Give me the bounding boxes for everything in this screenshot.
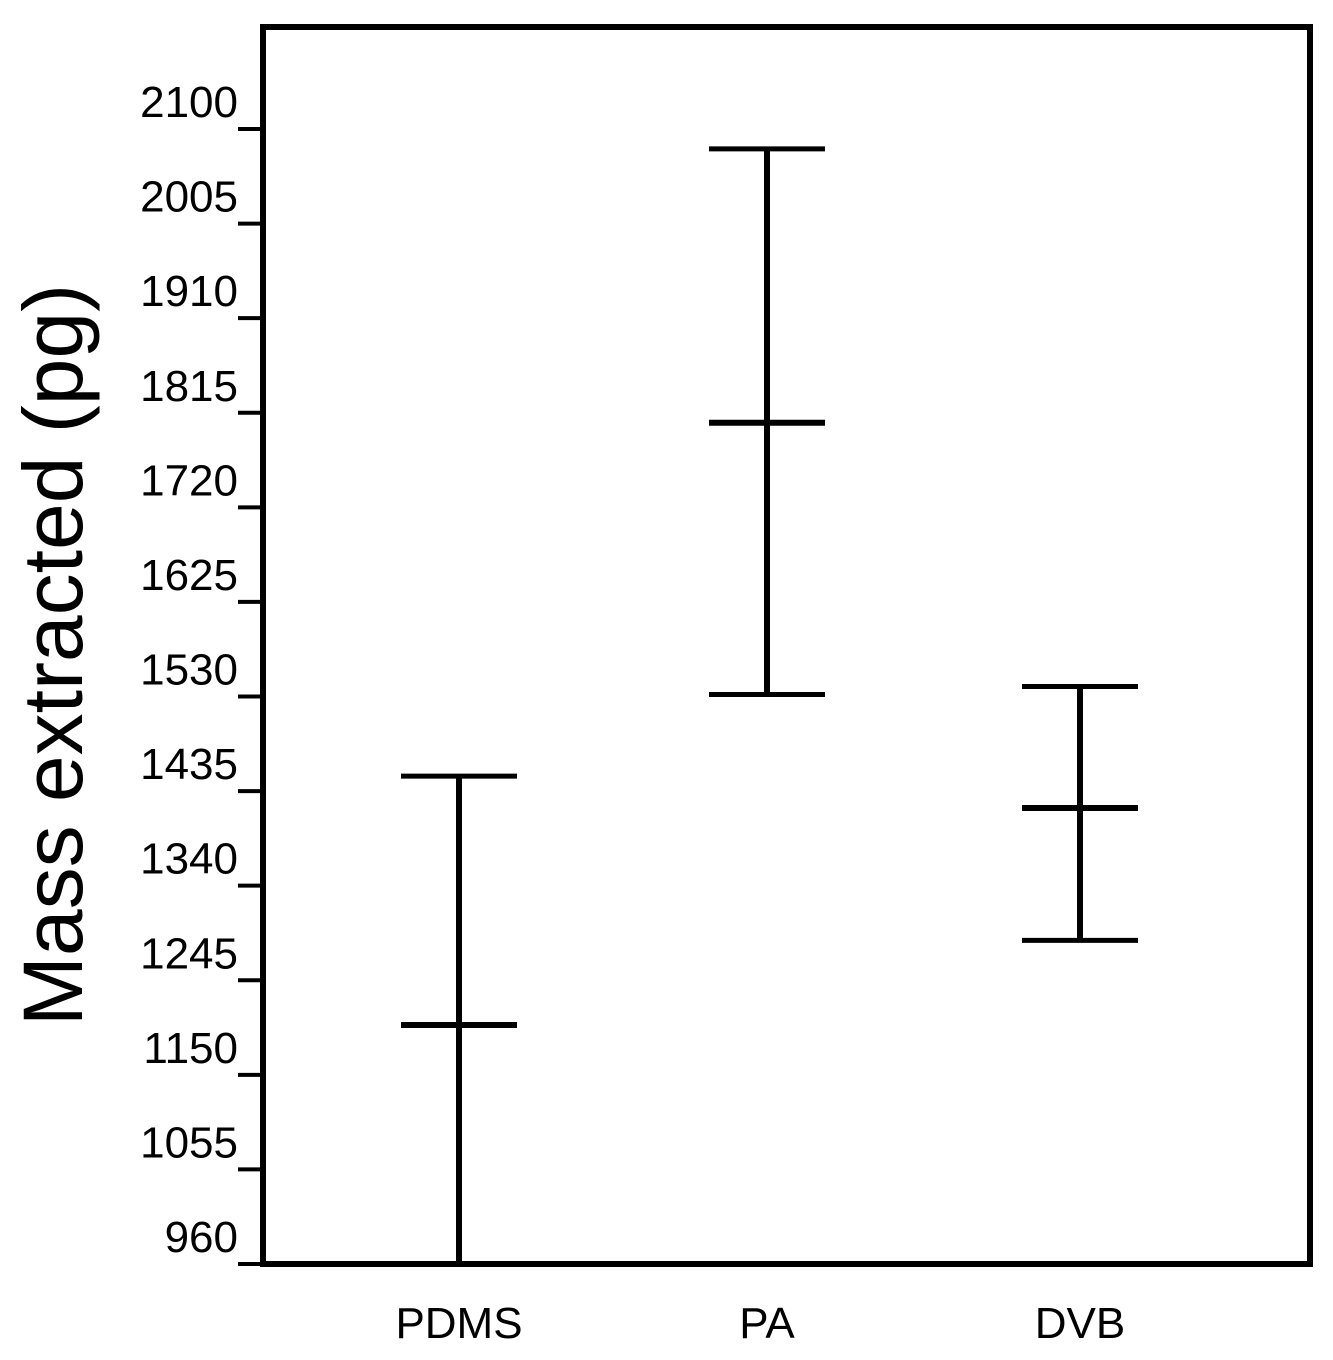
y-tick-label: 1055 xyxy=(140,1118,238,1167)
y-tick-label: 1910 xyxy=(140,267,238,316)
error-bar-pdms xyxy=(401,773,517,1267)
y-tick-label: 1625 xyxy=(140,551,238,600)
y-tick-label: 1340 xyxy=(140,835,238,884)
error-bar-pa xyxy=(709,146,825,698)
error-bar-dvb xyxy=(1022,684,1138,943)
y-tick-label: 1435 xyxy=(140,740,238,789)
y-axis-ticks xyxy=(238,127,263,1266)
y-tick-label: 1815 xyxy=(140,362,238,411)
y-axis-tick-labels: 960 1055 1150 1245 1340 1435 1530 1625 1720 1815 1… xyxy=(140,78,238,1262)
plot-frame xyxy=(260,24,1313,1267)
x-category-label: PDMS xyxy=(395,1299,522,1348)
x-category-label: PA xyxy=(739,1299,795,1348)
x-category-label: DVB xyxy=(1035,1299,1125,1348)
error-bars xyxy=(401,146,1138,1267)
y-axis-title: Mass extracted (pg) xyxy=(6,284,100,1026)
x-axis-category-labels: PDMS PA DVB xyxy=(395,1299,1125,1348)
y-tick-label: 1150 xyxy=(143,1024,238,1073)
y-tick-label: 1530 xyxy=(140,646,238,695)
y-tick-label: 2100 xyxy=(140,78,238,127)
y-tick-label: 960 xyxy=(165,1213,238,1262)
y-tick-label: 2005 xyxy=(140,173,238,222)
y-tick-label: 1245 xyxy=(140,929,238,978)
y-tick-label: 1720 xyxy=(140,456,238,505)
